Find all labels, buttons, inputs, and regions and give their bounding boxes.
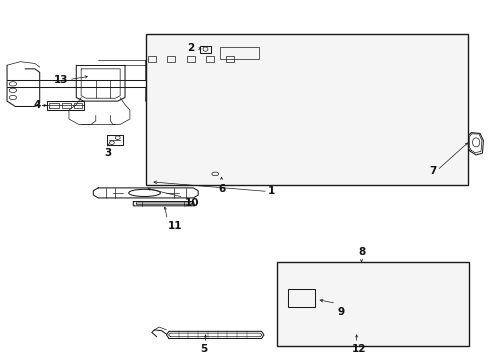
Bar (49, 103, 59, 108)
Bar (225, 56, 233, 62)
Polygon shape (373, 298, 457, 317)
Text: 11: 11 (167, 221, 182, 231)
Bar (186, 56, 194, 62)
Text: 8: 8 (357, 247, 365, 257)
Polygon shape (293, 275, 457, 288)
Text: 2: 2 (186, 43, 194, 53)
Bar (47, 101, 83, 110)
Text: 3: 3 (104, 148, 111, 158)
Bar (277, 262, 468, 346)
Text: 4: 4 (33, 100, 41, 111)
Text: 1: 1 (267, 186, 275, 197)
Text: 9: 9 (336, 307, 344, 316)
Bar (206, 56, 214, 62)
Bar (167, 56, 175, 62)
Text: 10: 10 (184, 198, 199, 208)
Bar (148, 56, 156, 62)
Text: 12: 12 (351, 344, 366, 354)
Bar (106, 135, 122, 145)
Bar (74, 103, 81, 108)
Text: 13: 13 (53, 75, 68, 85)
Bar (199, 45, 211, 53)
Text: 7: 7 (428, 166, 435, 176)
Text: 5: 5 (200, 344, 207, 354)
Bar (61, 103, 71, 108)
Text: 6: 6 (218, 184, 225, 194)
Bar (145, 34, 467, 185)
Bar (288, 289, 315, 307)
Bar (220, 46, 259, 59)
